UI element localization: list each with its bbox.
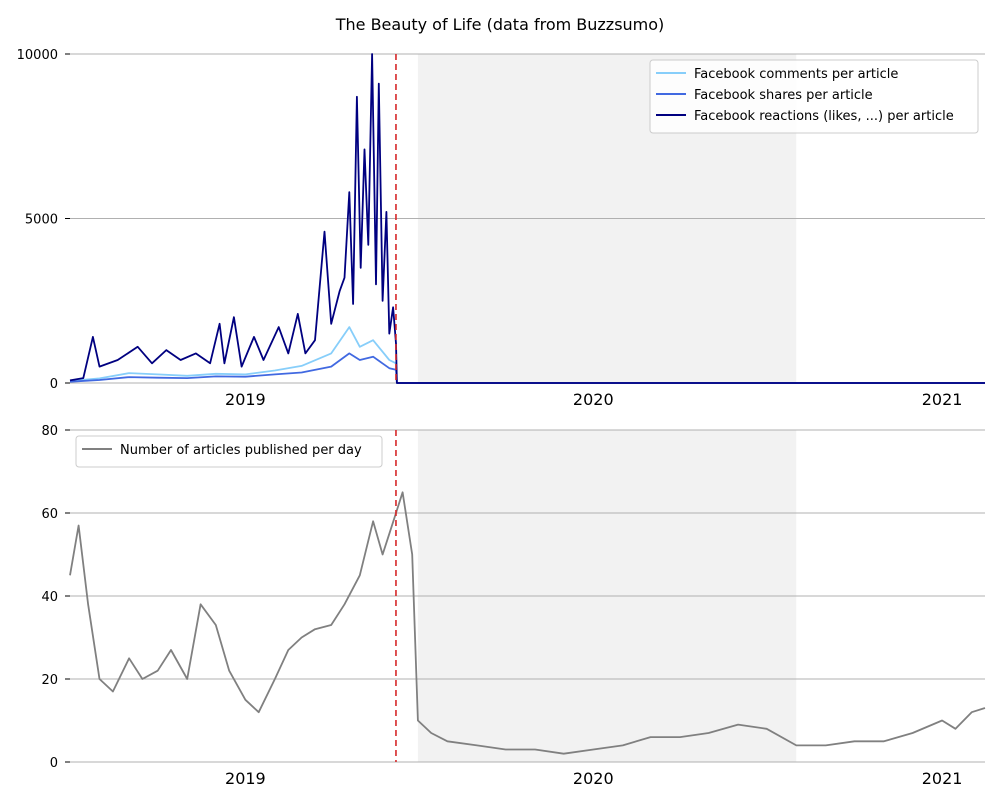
- series-line-shares: [69, 352, 985, 384]
- legend-label-comments: Facebook comments per article: [694, 67, 898, 82]
- y-tick-label: 80: [41, 424, 58, 439]
- y-tick-label: 60: [41, 507, 58, 522]
- y-tick-label: 5000: [25, 213, 58, 228]
- x-tick-label: 2020: [573, 769, 614, 788]
- y-tick-label: 10000: [17, 48, 58, 63]
- legend-label-shares: Facebook shares per article: [694, 88, 873, 103]
- y-tick-label: 40: [41, 590, 58, 605]
- series-line-comments: [69, 326, 985, 384]
- y-tick-label: 20: [41, 673, 58, 688]
- legend-box: [75, 435, 383, 468]
- x-tick-label: 2020: [573, 390, 614, 409]
- legend-label-reactions: Facebook reactions (likes, ...) per arti…: [694, 109, 954, 124]
- panel-2: 0 20 40 60 80 2019 2020 2021 Number of articles …: [41, 424, 986, 788]
- series-line-reactions: [69, 53, 985, 384]
- panel-1: 0 5000 10000 2019 2020 2021 Facebook comments …: [17, 48, 985, 409]
- x-tick-label: 2019: [225, 390, 266, 409]
- chart-title: The Beauty of Life (data from Buzzsumo): [335, 15, 665, 34]
- x-tick-label: 2021: [922, 769, 963, 788]
- legend-label-articles: Number of articles published per day: [120, 443, 362, 458]
- x-tick-label: 2019: [225, 769, 266, 788]
- y-tick-label: 0: [50, 377, 58, 392]
- x-tick-label: 2021: [922, 390, 963, 409]
- legend-box: [649, 59, 979, 134]
- y-tick-label: 0: [50, 756, 58, 771]
